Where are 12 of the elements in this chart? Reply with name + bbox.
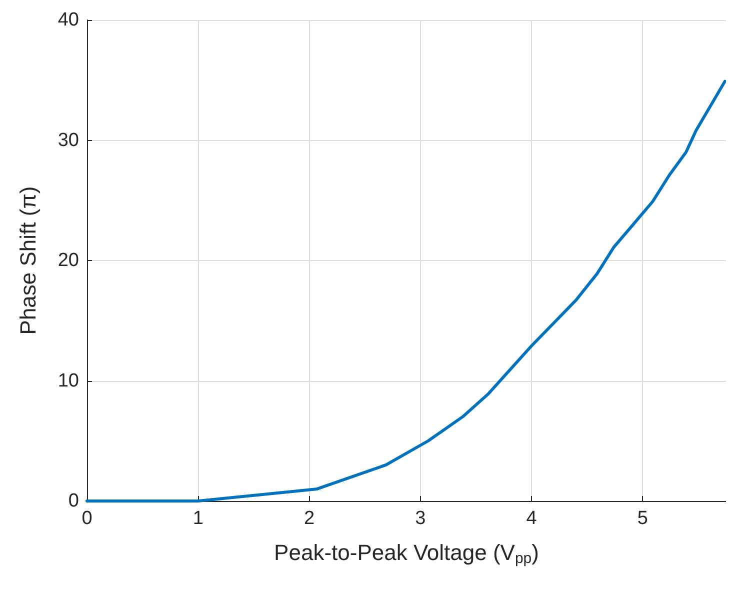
- y-axis-title: Phase Shift (π): [16, 186, 40, 335]
- x-tick-label: 2: [304, 508, 315, 529]
- x-tick-label: 5: [637, 508, 648, 529]
- y-tick-label: 0: [68, 490, 79, 512]
- x-tick-label: 0: [82, 508, 92, 529]
- x-tick-label: 3: [415, 508, 426, 529]
- x-tick-label: 1: [192, 508, 204, 529]
- y-tick-label: 40: [58, 10, 79, 30]
- x-tick-label: 4: [526, 508, 538, 529]
- y-tick-label: 30: [58, 130, 79, 151]
- y-tick-label: 20: [58, 250, 79, 271]
- y-tick-label: 10: [58, 370, 79, 392]
